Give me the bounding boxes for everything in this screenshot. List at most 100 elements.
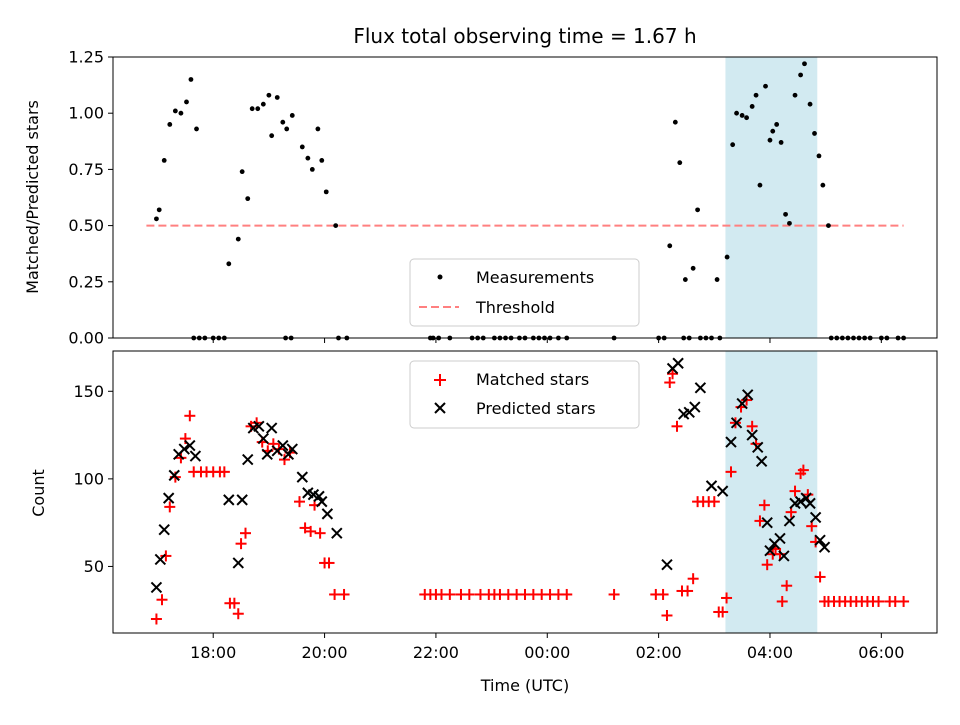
measurement-point — [289, 113, 295, 118]
matched-star-point — [776, 595, 788, 607]
predicted-star-point — [764, 544, 776, 557]
count-legend: Matched stars Predicted stars — [409, 360, 640, 429]
measurement-point — [260, 101, 266, 107]
matched-star-point — [338, 588, 350, 600]
matched-star-point — [687, 573, 699, 585]
ratio-measurements-series — [154, 61, 906, 341]
predicted-star-point — [761, 516, 773, 529]
predicted-star-point — [814, 534, 826, 546]
measurement-point — [249, 106, 255, 112]
ratio-y-ticks: 0.00 0.25 0.50 0.75 1.00 1.25 — [68, 48, 113, 348]
predicted-star-point — [150, 581, 163, 594]
measurement-point — [194, 126, 199, 132]
measurement-point — [774, 122, 780, 127]
legend-measurements-marker — [437, 274, 443, 280]
matched-star-point — [789, 485, 801, 497]
matched-star-point — [746, 420, 758, 432]
measurement-point — [682, 277, 688, 282]
measurement-point — [188, 77, 194, 82]
matched-star-point — [218, 466, 230, 478]
predicted-star-point — [277, 439, 289, 452]
matched-star-point — [725, 466, 737, 478]
predicted-star-point — [705, 480, 718, 492]
predicted-star-point — [736, 397, 748, 410]
matched-star-point — [463, 588, 475, 600]
measurement-point — [323, 189, 329, 195]
ratio-panel: 0.00 0.25 0.50 0.75 1.00 1.25 Flux total obse… — [23, 24, 938, 348]
x-tick-label: 00:00 — [524, 643, 570, 662]
measurement-point — [154, 216, 159, 222]
ratio-legend-box — [409, 258, 640, 327]
predicted-star-point — [331, 527, 343, 539]
measurement-point — [280, 119, 286, 125]
x-tick-label: 22:00 — [413, 643, 459, 662]
measurement-point — [274, 95, 280, 100]
x-tick-label: 18:00 — [190, 643, 236, 662]
measurement-point — [724, 254, 730, 260]
predicted-star-point — [741, 389, 754, 401]
predicted-star-point — [158, 523, 170, 536]
count-axes-frame — [112, 350, 938, 634]
measurement-point — [778, 140, 784, 145]
matched-star-point — [797, 464, 809, 476]
predicted-star-point — [236, 494, 248, 506]
predicted-star-point — [257, 432, 270, 445]
matched-star-point — [898, 595, 910, 607]
measurement-point — [178, 110, 184, 116]
predicted-star-point — [189, 450, 202, 462]
matched-star-point — [708, 496, 720, 508]
predicted-star-point — [232, 557, 244, 569]
measurement-point — [266, 92, 272, 98]
measurement-point — [677, 160, 683, 166]
predicted-star-point — [694, 382, 707, 394]
ratio-y-tick-label: 0.25 — [68, 272, 104, 291]
legend-predicted-marker — [434, 402, 446, 414]
measurement-point — [672, 119, 678, 125]
chart-title: Flux total observing time = 1.67 h — [353, 24, 696, 48]
measurement-point — [269, 133, 275, 139]
predicted-star-point — [672, 357, 684, 369]
ratio-axes-frame — [112, 56, 938, 339]
matched-star-point — [329, 588, 341, 600]
legend-threshold-label: Threshold — [475, 298, 555, 317]
count-panel: 50 100 150 18:00 20:00 22:00 00:00 02:00 04:00 0… — [29, 350, 938, 695]
measurement-point — [816, 153, 822, 159]
x-tick-label: 20:00 — [302, 643, 348, 662]
matched-star-point — [444, 588, 456, 600]
count-y-tick-label: 50 — [84, 557, 104, 576]
measurement-point — [798, 72, 803, 78]
matched-star-point — [682, 585, 694, 597]
predicted-star-point — [184, 439, 196, 452]
matched-star-point — [228, 597, 240, 609]
legend-measurements-label: Measurements — [476, 268, 594, 287]
count-x-ticks: 18:00 20:00 22:00 00:00 02:00 04:00 06:00 — [190, 633, 904, 662]
predicted-star-point — [755, 455, 768, 468]
measurement-point — [802, 61, 807, 67]
measurement-point — [826, 223, 831, 229]
matched-star-point — [754, 515, 766, 527]
measurement-point — [172, 108, 178, 114]
matched-star-point — [150, 613, 162, 625]
count-y-axis-label: Count — [29, 469, 48, 517]
measurement-point — [299, 144, 305, 150]
ratio-y-tick-label: 1.25 — [68, 48, 104, 67]
measurement-point — [255, 106, 261, 112]
predicted-star-point — [746, 429, 758, 441]
measurement-point — [730, 142, 736, 148]
ratio-y-tick-label: 1.00 — [68, 104, 104, 123]
x-tick-label: 06:00 — [858, 643, 904, 662]
measurement-point — [226, 261, 232, 267]
matched-star-point — [314, 527, 326, 539]
measurement-point — [792, 92, 798, 98]
matched-star-point — [305, 525, 317, 537]
measurement-point — [749, 104, 755, 109]
x-tick-label: 02:00 — [636, 643, 682, 662]
predicted-star-point — [752, 441, 764, 454]
matched-star-point — [657, 588, 669, 600]
count-y-tick-label: 150 — [73, 382, 104, 401]
measurement-point — [284, 126, 290, 132]
matched-star-point — [814, 571, 826, 583]
legend-matched-label: Matched stars — [476, 370, 589, 389]
